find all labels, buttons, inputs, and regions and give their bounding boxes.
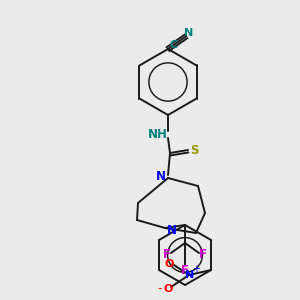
Text: +: + (192, 264, 200, 274)
Text: F: F (181, 265, 189, 278)
Text: N: N (167, 224, 177, 236)
Text: N: N (184, 28, 194, 38)
Text: F: F (163, 248, 171, 260)
Text: C: C (170, 40, 178, 50)
Text: O: O (163, 284, 173, 294)
Text: O: O (164, 259, 174, 269)
Text: N: N (156, 169, 166, 182)
Text: N: N (185, 270, 195, 280)
Text: -: - (158, 283, 162, 296)
Text: NH: NH (148, 128, 168, 140)
Text: S: S (190, 143, 198, 157)
Text: F: F (199, 248, 207, 260)
